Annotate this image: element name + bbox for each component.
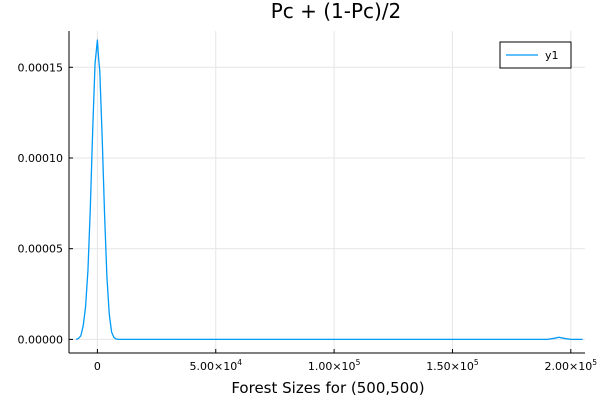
x-tick-label-0: 0	[94, 360, 101, 373]
x-tick-label-1: 5.00×104	[190, 358, 243, 373]
x-tick-label-3: 1.50×105	[426, 358, 479, 373]
plot-axes	[68, 31, 585, 354]
legend-label-y1: y1	[545, 49, 559, 62]
chart-title: Pc + (1-Pc)/2	[271, 0, 402, 23]
x-axis-label: Forest Sizes for (500,500)	[231, 379, 424, 397]
y-tick-label-3: 0.00015	[18, 61, 64, 74]
legend: y1	[499, 41, 572, 69]
series-line-y1	[75, 39, 583, 341]
x-tick-label-4: 2.00×105	[545, 358, 598, 373]
y-tick-label-1: 0.00005	[18, 243, 64, 256]
tick-labels: 0 5.00×104 1.00×105 1.50×105 2.00×105 0.00000…	[18, 61, 598, 373]
x-tick-label-2: 1.00×105	[308, 358, 361, 373]
series-layer	[75, 39, 583, 341]
y-tick-label-2: 0.00010	[18, 152, 64, 165]
y-tick-label-0: 0.00000	[18, 333, 64, 346]
grid-lines	[69, 31, 585, 353]
